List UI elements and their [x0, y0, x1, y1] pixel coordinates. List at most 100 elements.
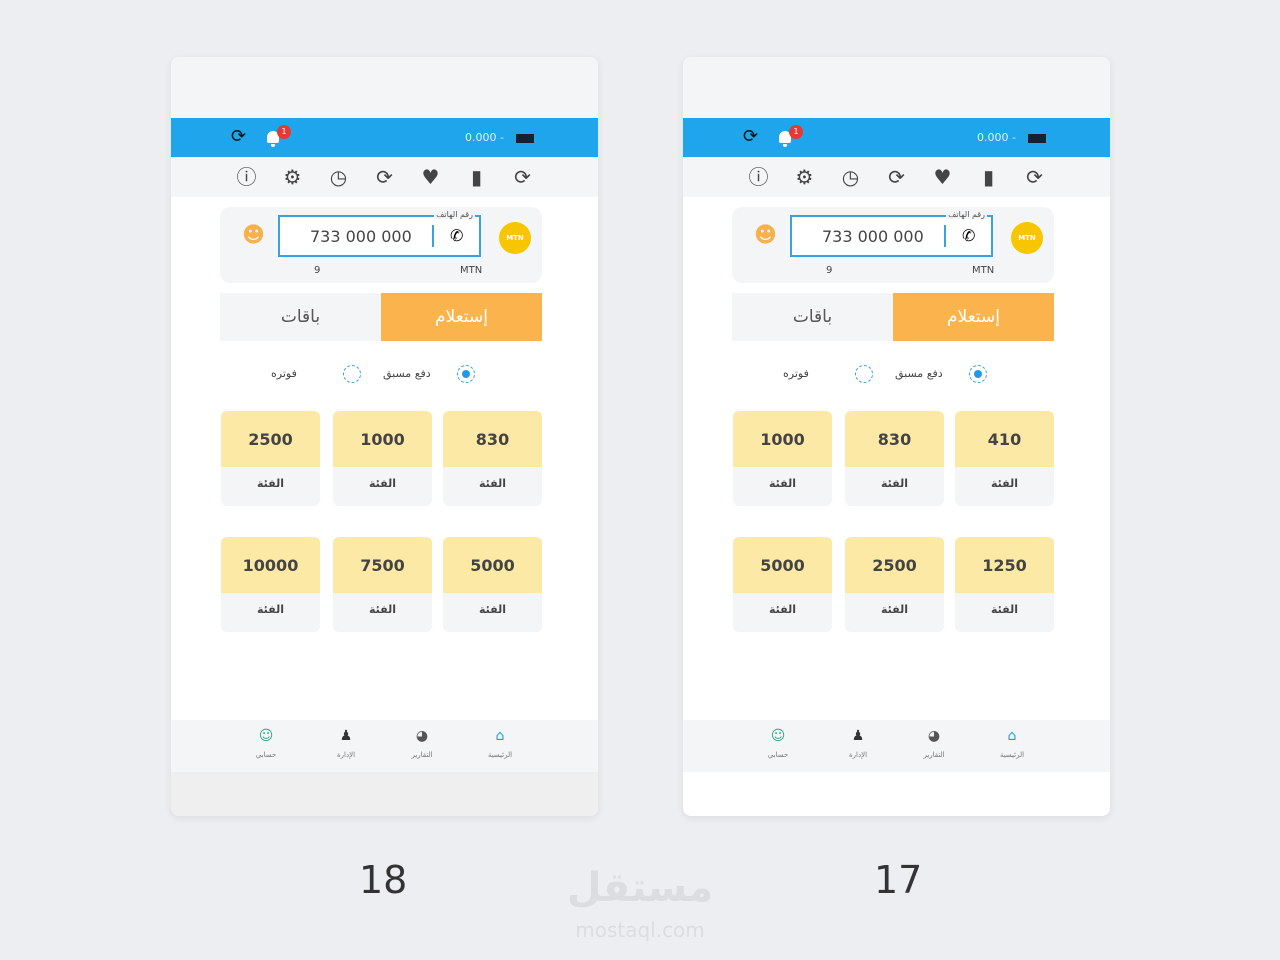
- denomination-tile[interactable]: 5000 الفئة: [443, 537, 542, 632]
- clock-icon[interactable]: ◷: [841, 165, 860, 189]
- nav-icon: ☺: [770, 728, 786, 744]
- phone-number[interactable]: 733 000 000: [310, 227, 412, 246]
- nav-item[interactable]: ⌂ الرئيسية: [984, 726, 1040, 760]
- mtn-logo: MTN: [499, 222, 531, 254]
- sync-icon[interactable]: ⟳: [888, 165, 905, 189]
- operator-label: MTN: [460, 265, 483, 276]
- denomination-tile[interactable]: 2500 الفئة: [845, 537, 944, 632]
- denomination-tile[interactable]: 1000 الفئة: [333, 411, 432, 506]
- tile-label: الفئة: [769, 603, 796, 616]
- nav-icon: ⌂: [1007, 728, 1017, 744]
- watermark: مستقل mostaql.com: [566, 865, 714, 942]
- nav-item[interactable]: ◕ التقارير: [906, 726, 962, 760]
- nav-item[interactable]: ⌂ الرئيسية: [472, 726, 528, 760]
- menu-icon[interactable]: [1028, 134, 1046, 143]
- clock-icon[interactable]: ◷: [329, 165, 348, 189]
- radio-label-prepaid: دفع مسبق: [895, 367, 943, 380]
- tile-label: الفئة: [369, 603, 396, 616]
- radio-prepaid[interactable]: [457, 365, 475, 383]
- denomination-tile[interactable]: 1250 الفئة: [955, 537, 1054, 632]
- help-icon[interactable]: ⓘ: [236, 165, 257, 189]
- divider: [432, 225, 434, 247]
- heart-icon[interactable]: ♥: [421, 165, 440, 189]
- denomination-tile[interactable]: 410 الفئة: [955, 411, 1054, 506]
- nav-icon: ◕: [927, 728, 941, 744]
- nav-item[interactable]: ☺ حسابي: [238, 726, 294, 760]
- menu-icon[interactable]: [516, 134, 534, 143]
- tile-value: 2500: [221, 411, 320, 467]
- user-icon[interactable]: ☻: [242, 223, 265, 248]
- denomination-tile[interactable]: 830 الفئة: [443, 411, 542, 506]
- radio-label-postpaid: فوتره: [783, 367, 809, 380]
- nav-icon: ☺: [258, 728, 274, 744]
- screen-caption: 17: [874, 858, 923, 902]
- sync-icon[interactable]: ⟳: [1026, 165, 1043, 189]
- denomination-tile[interactable]: 1000 الفئة: [733, 411, 832, 506]
- tab-inquiry[interactable]: إستعلام: [893, 293, 1054, 341]
- tabs: باقات إستعلام: [220, 293, 542, 341]
- contacts-icon[interactable]: ▮: [470, 165, 482, 189]
- nav-label: التقارير: [923, 751, 945, 759]
- radio-prepaid[interactable]: [969, 365, 987, 383]
- radio-postpaid[interactable]: [343, 365, 361, 383]
- tile-value: 1000: [333, 411, 432, 467]
- tab-packages[interactable]: باقات: [732, 293, 893, 341]
- phone-input[interactable]: رقم الهاتف 733 000 000 ✆: [790, 210, 993, 257]
- phone-label: رقم الهاتف: [946, 210, 987, 219]
- tile-label: الفئة: [479, 477, 506, 490]
- heart-icon[interactable]: ♥: [933, 165, 952, 189]
- status-area: [171, 57, 598, 118]
- phone-icon: ✆: [450, 226, 464, 245]
- operator-label: MTN: [972, 265, 995, 276]
- tile-label: الفئة: [881, 477, 908, 490]
- nav-item[interactable]: ♟ الإدارة: [318, 726, 374, 760]
- payment-type: فوتره دفع مسبق: [171, 362, 598, 386]
- denomination-tile[interactable]: 7500 الفئة: [333, 537, 432, 632]
- radio-label-postpaid: فوتره: [271, 367, 297, 380]
- phone-card: ☻ رقم الهاتف 733 000 000 ✆ MTN MTN 9: [220, 207, 542, 283]
- denomination-tile[interactable]: 5000 الفئة: [733, 537, 832, 632]
- radio-postpaid[interactable]: [855, 365, 873, 383]
- gear-icon[interactable]: ⚙: [283, 165, 302, 189]
- nav-label: حسابي: [767, 751, 789, 759]
- nav-icon: ⌂: [495, 728, 505, 744]
- denomination-tile[interactable]: 2500 الفئة: [221, 411, 320, 506]
- tile-value: 1250: [955, 537, 1054, 593]
- tile-label: الفئة: [881, 603, 908, 616]
- tile-value: 5000: [443, 537, 542, 593]
- bell-icon[interactable]: [267, 131, 279, 147]
- contacts-icon[interactable]: ▮: [982, 165, 994, 189]
- nav-item[interactable]: ◕ التقارير: [394, 726, 450, 760]
- tile-value: 830: [845, 411, 944, 467]
- phone-input[interactable]: رقم الهاتف 733 000 000 ✆: [278, 210, 481, 257]
- nav-item[interactable]: ☺ حسابي: [750, 726, 806, 760]
- tile-label: الفئة: [769, 477, 796, 490]
- sync-icon[interactable]: ⟳: [514, 165, 531, 189]
- user-icon[interactable]: ☻: [754, 223, 777, 248]
- phone-number[interactable]: 733 000 000: [822, 227, 924, 246]
- tabs: باقات إستعلام: [732, 293, 1054, 341]
- phone-card: ☻ رقم الهاتف 733 000 000 ✆ MTN MTN 9: [732, 207, 1054, 283]
- refresh-icon[interactable]: ⟳: [231, 126, 247, 147]
- toolbar: ⓘ ⚙ ◷ ⟳ ♥ ▮ ⟳: [683, 157, 1110, 197]
- tab-packages[interactable]: باقات: [220, 293, 381, 341]
- digit-count: 9: [314, 265, 321, 276]
- nav-icon: ◕: [415, 728, 429, 744]
- notification-badge: 1: [277, 125, 291, 139]
- refresh-icon[interactable]: ⟳: [743, 126, 759, 147]
- phone-screen: ⟳ 1 0.000 - ⓘ ⚙ ◷ ⟳ ♥ ▮ ⟳ ☻ رقم الهاتف 7…: [683, 57, 1110, 816]
- nav-label: حسابي: [255, 751, 277, 759]
- payment-type: فوتره دفع مسبق: [683, 362, 1110, 386]
- tile-label: الفئة: [257, 603, 284, 616]
- nav-icon: ♟: [851, 728, 865, 744]
- help-icon[interactable]: ⓘ: [748, 165, 769, 189]
- denomination-tile[interactable]: 10000 الفئة: [221, 537, 320, 632]
- nav-item[interactable]: ♟ الإدارة: [830, 726, 886, 760]
- sync-icon[interactable]: ⟳: [376, 165, 393, 189]
- denomination-tile[interactable]: 830 الفئة: [845, 411, 944, 506]
- radio-label-prepaid: دفع مسبق: [383, 367, 431, 380]
- tab-inquiry[interactable]: إستعلام: [381, 293, 542, 341]
- gear-icon[interactable]: ⚙: [795, 165, 814, 189]
- divider: [944, 225, 946, 247]
- bell-icon[interactable]: [779, 131, 791, 147]
